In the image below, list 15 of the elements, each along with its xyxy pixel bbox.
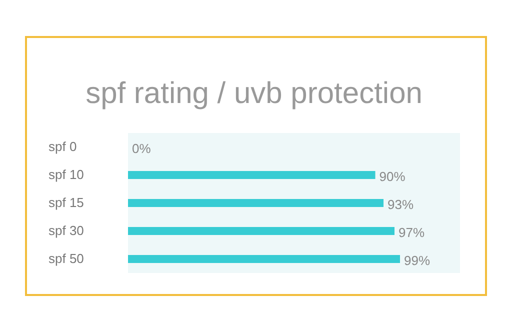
bar [128, 227, 395, 235]
bar [128, 199, 384, 207]
y-tick-label: spf 10 [48, 167, 84, 182]
data-label: 93% [388, 197, 414, 212]
data-label: 99% [404, 253, 430, 268]
y-tick-label: spf 50 [48, 251, 84, 266]
bar [128, 171, 376, 179]
y-tick-label: spf 15 [48, 195, 84, 210]
data-label: 90% [379, 169, 406, 184]
data-label: 0% [132, 141, 152, 156]
chart-title: spf rating / uvb protection [86, 77, 422, 110]
data-label: 97% [398, 225, 425, 240]
y-tick-label: spf 0 [48, 139, 77, 154]
y-tick-label: spf 30 [48, 223, 84, 238]
bar [128, 255, 400, 263]
